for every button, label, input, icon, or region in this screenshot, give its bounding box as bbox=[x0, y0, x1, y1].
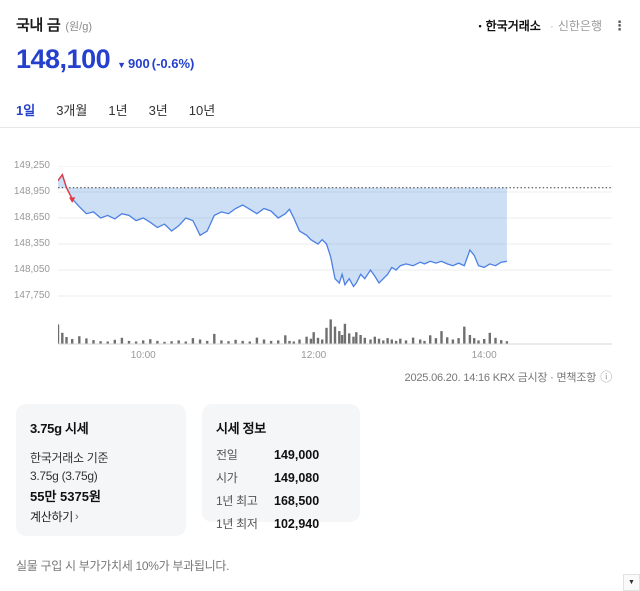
source-shinhan-label: 신한은행 bbox=[557, 19, 602, 33]
divider-dot-icon: · bbox=[549, 18, 554, 33]
info-row-value: 168,500 bbox=[274, 494, 320, 508]
tab-period-0[interactable]: 1일 bbox=[16, 103, 36, 118]
info-row: 1년 최고 168,500 bbox=[216, 492, 346, 509]
market-info-card-title: 시세 정보 bbox=[216, 421, 266, 436]
info-row-value: 149,000 bbox=[274, 448, 320, 462]
price-chart[interactable] bbox=[58, 166, 612, 348]
current-price: 148,100 bbox=[16, 44, 111, 74]
chevron-right-icon: › bbox=[74, 510, 79, 523]
unit-price-card: 3.75g 시세 한국거래소 기준 3.75g (3.75g) 55만 5375… bbox=[16, 404, 186, 536]
selected-bullet-icon: • bbox=[478, 20, 482, 31]
scrollbar-down-button[interactable]: ▼ bbox=[623, 574, 640, 591]
market-info-rows: 전일 149,000 시가 149,080 1년 최고 168,500 1년 최저 102,9… bbox=[216, 446, 346, 532]
info-row-label: 1년 최고 bbox=[216, 494, 258, 508]
info-row-value: 102,940 bbox=[274, 517, 320, 531]
kebab-menu-icon[interactable]: ⋮ bbox=[613, 17, 626, 33]
scroll-down-arrow-icon: ▼ bbox=[628, 579, 635, 586]
price-change-percent: (-0.6%) bbox=[151, 56, 195, 71]
tab-period-3[interactable]: 3년 bbox=[148, 103, 168, 118]
tab-period-2[interactable]: 1년 bbox=[108, 103, 128, 118]
y-axis-label: 148,350 bbox=[13, 238, 50, 249]
info-row-label: 시가 bbox=[216, 471, 238, 485]
page-header: 국내 금 (원/g) bbox=[16, 14, 92, 35]
calc-price-value: 55만 5375원 bbox=[30, 489, 101, 504]
down-arrow-icon: ▼ bbox=[117, 60, 127, 70]
info-row-label: 전일 bbox=[216, 448, 238, 462]
disclaimer-info-icon[interactable]: ⓘ bbox=[600, 370, 612, 384]
source-krx[interactable]: • 한국거래소 bbox=[478, 17, 540, 34]
vat-notice: 실물 구입 시 부가가치세 10%가 부과됩니다. bbox=[16, 559, 230, 573]
info-row-label: 1년 최저 bbox=[216, 517, 258, 531]
calculator-link-label: 계산하기 bbox=[30, 510, 73, 524]
y-axis-label: 148,050 bbox=[13, 264, 50, 275]
footnote-text: 2025.06.20. 14:16 KRX 금시장 · 면책조항 bbox=[404, 371, 597, 384]
source-krx-label: 한국거래소 bbox=[485, 19, 541, 33]
tab-period-4[interactable]: 10년 bbox=[188, 103, 216, 118]
market-info-card: 시세 정보 전일 149,000 시가 149,080 1년 최고 168,500 1년 최… bbox=[202, 404, 360, 531]
period-tabs: 1일 3개월 1년 3년 10년 bbox=[0, 92, 640, 128]
price-unit-label: (원/g) bbox=[65, 21, 92, 33]
price-change: ▼ 900 (-0.6%) bbox=[117, 56, 194, 71]
y-axis-label: 148,650 bbox=[13, 212, 50, 223]
tab-period-1[interactable]: 3개월 bbox=[56, 103, 88, 118]
source-selector: • 한국거래소 · 신한은행 ⋮ bbox=[478, 17, 628, 34]
x-axis-label: 10:00 bbox=[130, 350, 156, 361]
unit-price-card-body: 한국거래소 기준 3.75g (3.75g) 55만 5375원 bbox=[30, 449, 172, 505]
info-row: 1년 최저 102,940 bbox=[216, 515, 346, 532]
calculator-link[interactable]: 계산하기 › bbox=[30, 508, 79, 525]
y-axis-label: 147,750 bbox=[13, 290, 50, 301]
y-axis-label: 149,250 bbox=[13, 160, 50, 171]
calc-weight-label: 3.75g (3.75g) bbox=[30, 469, 98, 483]
price-change-amount: 900 bbox=[128, 56, 150, 71]
unit-price-card-title: 3.75g 시세 bbox=[30, 421, 89, 436]
source-shinhan[interactable]: · 신한은행 bbox=[550, 17, 602, 34]
x-axis-label: 14:00 bbox=[471, 350, 497, 361]
y-axis-label: 148,950 bbox=[13, 186, 50, 197]
x-axis-label: 12:00 bbox=[301, 350, 327, 361]
current-price-block: 148,100 ▼ 900 (-0.6%) bbox=[16, 44, 194, 75]
price-chart-area[interactable]: 149,250 148,950 148,650 148,350 148,050 147,7… bbox=[0, 146, 640, 362]
info-row: 시가 149,080 bbox=[216, 469, 346, 486]
info-row-value: 149,080 bbox=[274, 471, 320, 485]
page-title: 국내 금 bbox=[16, 17, 61, 34]
chart-footnote: 2025.06.20. 14:16 KRX 금시장 · 면책조항 ⓘ bbox=[404, 368, 613, 385]
info-row: 전일 149,000 bbox=[216, 446, 346, 463]
calc-basis-label: 한국거래소 기준 bbox=[30, 451, 109, 465]
